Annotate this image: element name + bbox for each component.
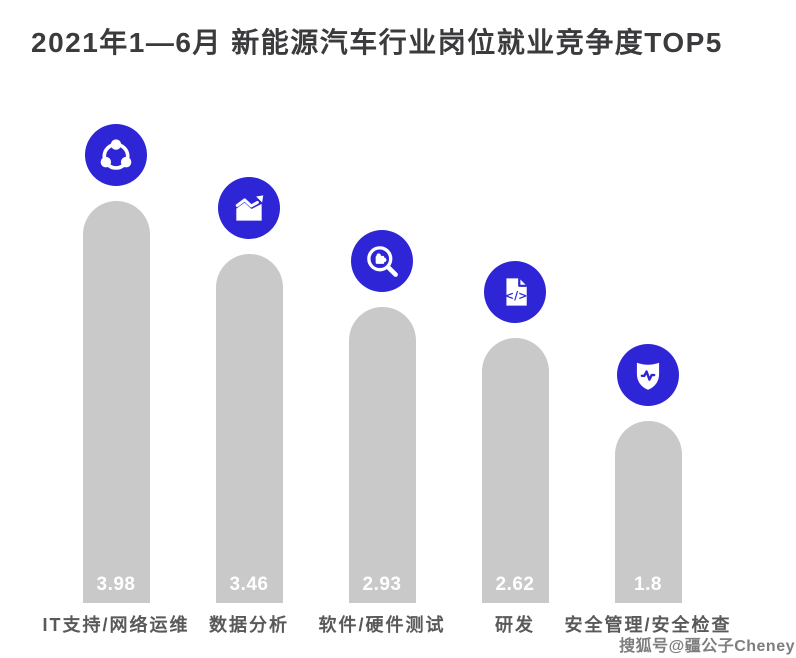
bar-value: 3.46 <box>229 574 269 595</box>
trend-chart-icon <box>218 177 280 239</box>
category-label: 软件/硬件测试 <box>318 615 446 635</box>
code-document-icon: </> <box>484 261 546 323</box>
bar-value: 2.93 <box>362 574 402 595</box>
watermark: 搜狐号@疆公子Cheney <box>619 638 795 655</box>
category-label: 安全管理/安全检查 <box>564 615 732 635</box>
bar-value: 3.98 <box>96 574 136 595</box>
bar: 3.46 <box>215 254 283 603</box>
category-label: 研发 <box>495 615 535 635</box>
bar-value: 2.62 <box>495 574 535 595</box>
chart-title: 2021年1—6月 新能源汽车行业岗位就业竞争度TOP5 <box>31 27 723 58</box>
svg-text:</>: </> <box>505 289 528 302</box>
bar-value: 1.8 <box>634 574 662 595</box>
category-label: IT支持/网络运维 <box>42 615 190 635</box>
search-puzzle-icon <box>351 230 413 292</box>
bar: 2.93 <box>348 307 416 603</box>
bar: 2.62 <box>481 338 549 603</box>
bar: 1.8 <box>614 421 682 603</box>
shield-pulse-icon <box>617 344 679 406</box>
share-network-icon <box>85 124 147 186</box>
bar: 3.98 <box>82 201 150 603</box>
category-label: 数据分析 <box>209 615 289 635</box>
